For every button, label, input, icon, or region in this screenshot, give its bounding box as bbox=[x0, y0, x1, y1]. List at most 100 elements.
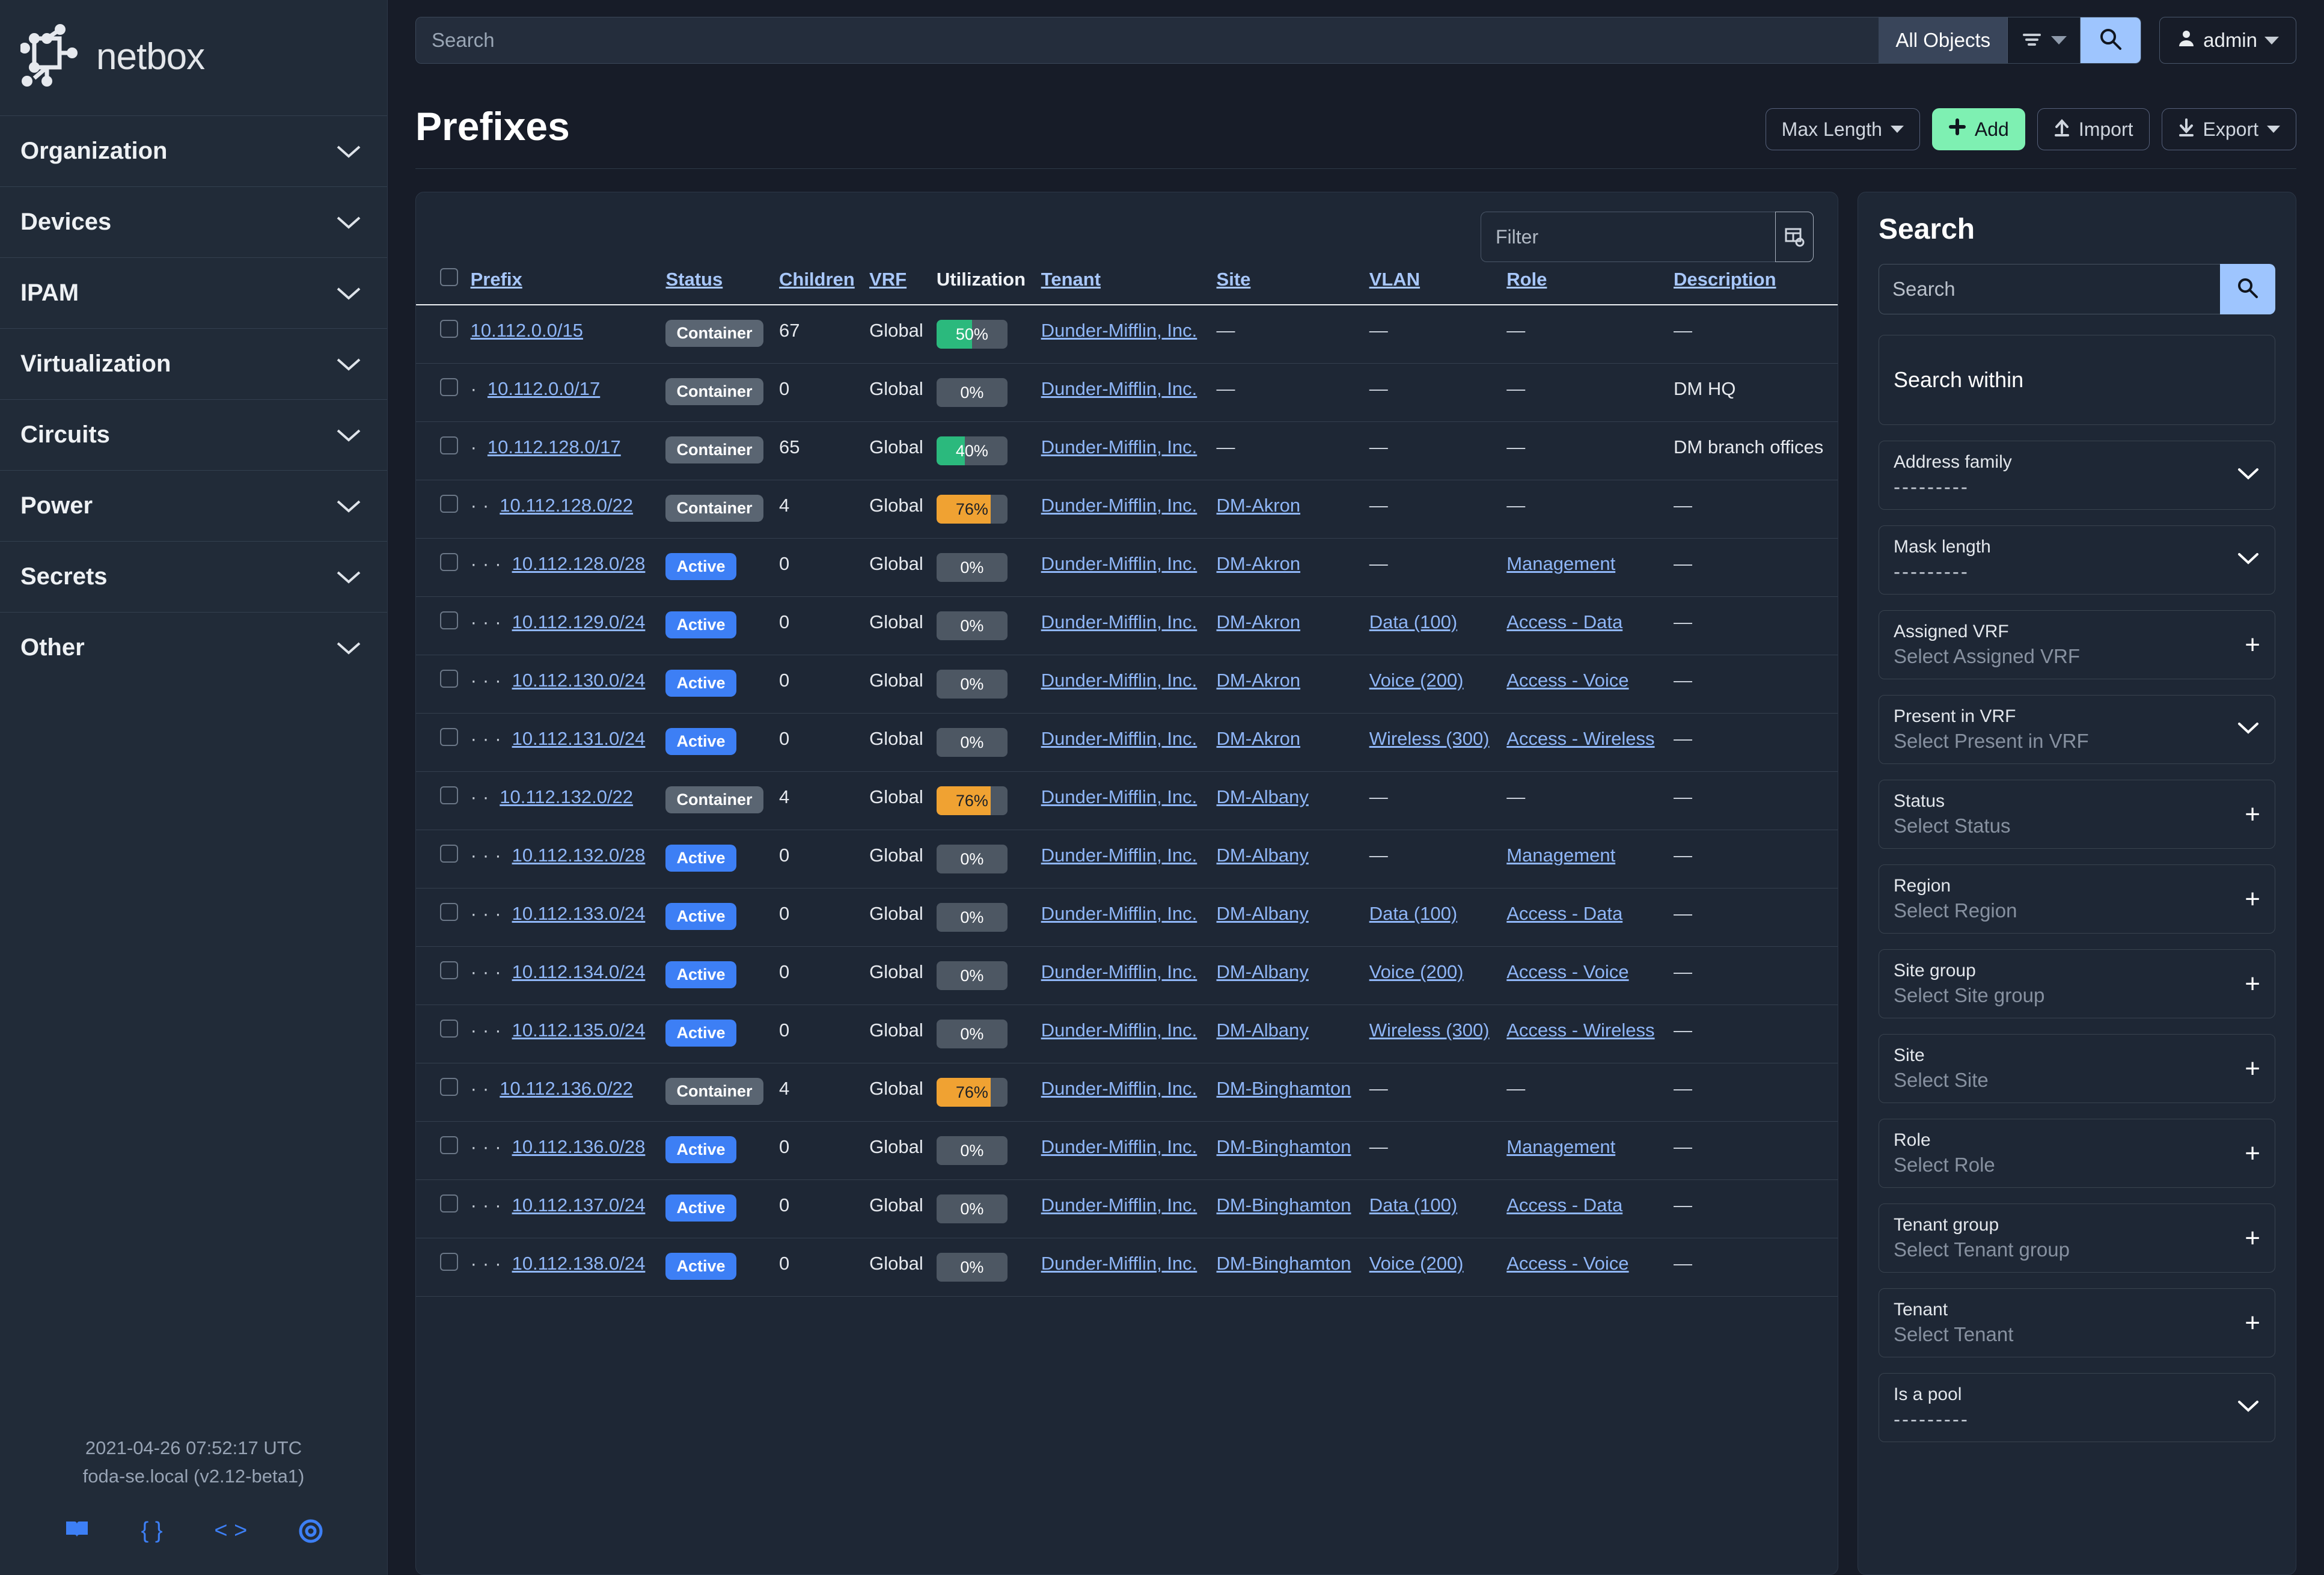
filter-field-status[interactable]: Status Select Status + bbox=[1879, 780, 2275, 849]
sidebar-item-devices[interactable]: Devices bbox=[0, 186, 387, 257]
prefix-link[interactable]: 10.112.131.0/24 bbox=[512, 728, 646, 749]
cell-link[interactable]: Dunder-Mifflin, Inc. bbox=[1041, 378, 1197, 399]
row-checkbox[interactable] bbox=[440, 553, 458, 571]
help-lifebuoy-icon[interactable] bbox=[299, 1519, 323, 1547]
cell-link[interactable]: Wireless (300) bbox=[1369, 1020, 1490, 1041]
search-within-field[interactable]: Search within bbox=[1879, 335, 2275, 425]
plus-icon[interactable]: + bbox=[2245, 1223, 2260, 1253]
cell-link[interactable]: Management bbox=[1506, 845, 1616, 866]
chevron-down-icon[interactable] bbox=[2236, 721, 2260, 738]
cell-link[interactable]: Access - Data bbox=[1506, 903, 1623, 924]
prefix-link[interactable]: 10.112.138.0/24 bbox=[512, 1253, 646, 1274]
cell-link[interactable]: Dunder-Mifflin, Inc. bbox=[1041, 611, 1197, 632]
prefix-link[interactable]: 10.112.133.0/24 bbox=[512, 903, 646, 924]
chevron-down-icon[interactable] bbox=[2236, 551, 2260, 569]
cell-link[interactable]: Voice (200) bbox=[1369, 1253, 1464, 1274]
prefix-link[interactable]: 10.112.0.0/15 bbox=[470, 320, 583, 341]
sidebar-item-secrets[interactable]: Secrets bbox=[0, 541, 387, 612]
api-braces-icon[interactable]: { } bbox=[141, 1518, 163, 1543]
row-checkbox[interactable] bbox=[440, 1078, 458, 1096]
row-checkbox[interactable] bbox=[440, 1136, 458, 1154]
cell-link[interactable]: DM-Albany bbox=[1216, 961, 1309, 982]
cell-link[interactable]: DM-Binghamton bbox=[1216, 1194, 1351, 1216]
plus-icon[interactable]: + bbox=[2245, 968, 2260, 999]
filter-field-mask-length[interactable]: Mask length --------- bbox=[1879, 525, 2275, 595]
cell-link[interactable]: DM-Akron bbox=[1216, 728, 1301, 749]
filter-field-region[interactable]: Region Select Region + bbox=[1879, 864, 2275, 934]
filter-field-tenant[interactable]: Tenant Select Tenant + bbox=[1879, 1288, 2275, 1357]
cell-link[interactable]: DM-Akron bbox=[1216, 495, 1301, 516]
filter-field-assigned-vrf[interactable]: Assigned VRF Select Assigned VRF + bbox=[1879, 610, 2275, 679]
column-header-vrf[interactable]: VRF bbox=[864, 268, 932, 305]
cell-link[interactable]: Voice (200) bbox=[1369, 961, 1464, 982]
cell-link[interactable]: Dunder-Mifflin, Inc. bbox=[1041, 553, 1197, 574]
cell-link[interactable]: Management bbox=[1506, 1136, 1616, 1157]
table-filter-input[interactable] bbox=[1481, 212, 1775, 262]
cell-link[interactable]: Management bbox=[1506, 553, 1616, 574]
sidebar-item-ipam[interactable]: IPAM bbox=[0, 257, 387, 328]
max-length-button[interactable]: Max Length bbox=[1765, 108, 1920, 150]
prefix-link[interactable]: 10.112.128.0/22 bbox=[500, 495, 634, 516]
row-checkbox[interactable] bbox=[440, 1194, 458, 1213]
prefix-link[interactable]: 10.112.136.0/22 bbox=[500, 1078, 634, 1099]
chevron-down-icon[interactable] bbox=[2236, 466, 2260, 484]
prefix-link[interactable]: 10.112.134.0/24 bbox=[512, 961, 646, 982]
user-menu-button[interactable]: admin bbox=[2159, 17, 2296, 64]
row-checkbox[interactable] bbox=[440, 845, 458, 863]
prefix-link[interactable]: 10.112.136.0/28 bbox=[512, 1136, 646, 1157]
cell-link[interactable]: Access - Data bbox=[1506, 1194, 1623, 1216]
column-header-role[interactable]: Role bbox=[1502, 268, 1669, 305]
docs-book-icon[interactable] bbox=[64, 1519, 90, 1547]
column-header-prefix[interactable]: Prefix bbox=[465, 268, 661, 305]
prefix-link[interactable]: 10.112.128.0/28 bbox=[512, 553, 646, 574]
add-button[interactable]: Add bbox=[1931, 108, 2025, 150]
cell-link[interactable]: Dunder-Mifflin, Inc. bbox=[1041, 1078, 1197, 1099]
cell-link[interactable]: DM-Albany bbox=[1216, 903, 1309, 924]
cell-link[interactable]: DM-Akron bbox=[1216, 553, 1301, 574]
cell-link[interactable]: DM-Albany bbox=[1216, 845, 1309, 866]
sidebar-item-circuits[interactable]: Circuits bbox=[0, 399, 387, 470]
plus-icon[interactable]: + bbox=[2245, 884, 2260, 914]
filter-field-tenant-group[interactable]: Tenant group Select Tenant group + bbox=[1879, 1203, 2275, 1273]
select-all-checkbox[interactable] bbox=[440, 268, 458, 286]
search-filter-dropdown[interactable] bbox=[2007, 17, 2081, 63]
column-header-vlan[interactable]: VLAN bbox=[1364, 268, 1502, 305]
row-checkbox[interactable] bbox=[440, 786, 458, 804]
filter-field-present-in-vrf[interactable]: Present in VRF Select Present in VRF bbox=[1879, 695, 2275, 764]
export-button[interactable]: Export bbox=[2161, 108, 2296, 150]
cell-link[interactable]: Dunder-Mifflin, Inc. bbox=[1041, 728, 1197, 749]
import-button[interactable]: Import bbox=[2037, 108, 2150, 150]
row-checkbox[interactable] bbox=[440, 670, 458, 688]
filter-field-site-group[interactable]: Site group Select Site group + bbox=[1879, 949, 2275, 1018]
row-checkbox[interactable] bbox=[440, 611, 458, 629]
column-header-status[interactable]: Status bbox=[661, 268, 774, 305]
panel-search-button[interactable] bbox=[2220, 264, 2275, 314]
source-code-icon[interactable]: < > bbox=[214, 1518, 248, 1543]
cell-link[interactable]: Access - Wireless bbox=[1506, 728, 1655, 749]
cell-link[interactable]: DM-Binghamton bbox=[1216, 1078, 1351, 1099]
cell-link[interactable]: Dunder-Mifflin, Inc. bbox=[1041, 1136, 1197, 1157]
sidebar-item-power[interactable]: Power bbox=[0, 470, 387, 541]
filter-field-role[interactable]: Role Select Role + bbox=[1879, 1119, 2275, 1188]
prefix-link[interactable]: 10.112.129.0/24 bbox=[512, 611, 646, 632]
filter-field-address-family[interactable]: Address family --------- bbox=[1879, 441, 2275, 510]
prefix-link[interactable]: 10.112.132.0/28 bbox=[512, 845, 646, 866]
column-header-children[interactable]: Children bbox=[774, 268, 865, 305]
cell-link[interactable]: Data (100) bbox=[1369, 1194, 1458, 1216]
cell-link[interactable]: Dunder-Mifflin, Inc. bbox=[1041, 670, 1197, 691]
cell-link[interactable]: Access - Voice bbox=[1506, 1253, 1629, 1274]
row-checkbox[interactable] bbox=[440, 495, 458, 513]
plus-icon[interactable]: + bbox=[2245, 1138, 2260, 1168]
chevron-down-icon[interactable] bbox=[2236, 1399, 2260, 1416]
plus-icon[interactable]: + bbox=[2245, 799, 2260, 829]
column-header-description[interactable]: Description bbox=[1669, 268, 1838, 305]
panel-search-input[interactable] bbox=[1879, 264, 2220, 314]
cell-link[interactable]: DM-Akron bbox=[1216, 670, 1301, 691]
prefix-link[interactable]: 10.112.0.0/17 bbox=[487, 378, 601, 399]
cell-link[interactable]: Dunder-Mifflin, Inc. bbox=[1041, 436, 1197, 457]
column-header-tenant[interactable]: Tenant bbox=[1036, 268, 1212, 305]
cell-link[interactable]: Wireless (300) bbox=[1369, 728, 1490, 749]
plus-icon[interactable]: + bbox=[2245, 629, 2260, 659]
cell-link[interactable]: Access - Wireless bbox=[1506, 1020, 1655, 1041]
cell-link[interactable]: Dunder-Mifflin, Inc. bbox=[1041, 320, 1197, 341]
